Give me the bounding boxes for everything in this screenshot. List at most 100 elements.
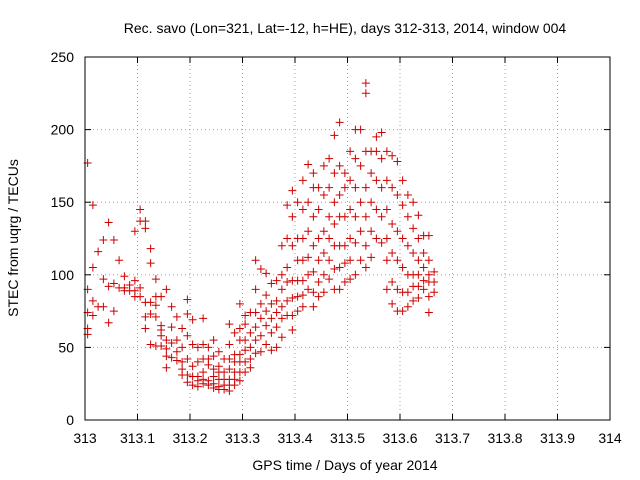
data-point [209,372,218,381]
data-point [304,198,313,207]
data-point [167,323,176,332]
data-point [361,183,370,192]
data-point [146,244,155,253]
data-point [225,340,234,349]
data-point [99,302,108,311]
data-point [225,320,234,329]
data-point [330,198,339,207]
data-point [356,161,365,170]
data-point [267,314,276,323]
data-point [209,352,218,361]
data-point [225,365,234,374]
data-point [351,212,360,221]
data-point [246,363,255,372]
data-point [172,347,181,356]
data-point [235,350,244,359]
data-point [104,218,113,227]
data-point [414,256,423,265]
data-point [272,308,281,317]
data-point [414,294,423,303]
data-point [409,198,418,207]
data-point [377,238,386,247]
data-point [393,285,402,294]
data-point [314,183,323,192]
data-point [304,227,313,236]
data-point [230,381,239,390]
data-point [136,292,145,301]
data-point [419,249,428,258]
data-point [146,310,155,319]
data-point [335,118,344,127]
data-point [141,324,150,333]
data-point [235,376,244,385]
y-tick-label: 250 [51,49,75,65]
data-point [424,308,433,317]
data-point [241,357,250,366]
data-point [298,234,307,243]
data-point [199,379,208,388]
data-point [88,201,97,210]
data-point [204,381,213,390]
data-point [351,238,360,247]
data-point [151,301,160,310]
data-point [272,276,281,285]
data-point [214,347,223,356]
data-point [162,285,171,294]
data-point [167,339,176,348]
data-point [272,343,281,352]
data-point [262,307,271,316]
data-point [141,224,150,233]
data-point [288,241,297,250]
data-point [372,147,381,156]
data-point [298,176,307,185]
data-point [309,267,318,276]
data-point [141,312,150,321]
data-point [162,352,171,361]
data-point [424,256,433,265]
data-point [298,291,307,300]
data-point [172,356,181,365]
data-point [361,212,370,221]
data-point [99,235,108,244]
data-point [251,349,260,358]
data-point [393,157,402,166]
data-point [199,314,208,323]
data-point [267,346,276,355]
x-tick-label: 313.5 [330,430,365,446]
y-tick-label: 200 [51,122,75,138]
data-point [403,288,412,297]
x-tick-label: 313.9 [540,430,575,446]
data-point [146,298,155,307]
data-point [298,302,307,311]
data-point [356,198,365,207]
data-point [403,190,412,199]
data-point [419,276,428,285]
data-point [309,302,318,311]
data-point [251,323,260,332]
data-point [167,302,176,311]
data-point [388,183,397,192]
data-point [430,288,439,297]
data-point [293,307,302,316]
data-point [235,299,244,308]
x-tick-label: 313.1 [120,430,155,446]
data-point [309,241,318,250]
data-point [277,314,286,323]
data-point [319,161,328,170]
data-point [188,340,197,349]
data-point [325,154,334,163]
data-point [225,355,234,364]
data-point [298,256,307,265]
data-point [346,256,355,265]
data-point [372,205,381,214]
data-point [351,270,360,279]
data-point [188,381,197,390]
data-point [99,275,108,284]
data-point [251,256,260,265]
data-point [241,320,250,329]
data-point [146,259,155,268]
data-point [104,282,113,291]
data-point [262,269,271,278]
data-point [393,227,402,236]
